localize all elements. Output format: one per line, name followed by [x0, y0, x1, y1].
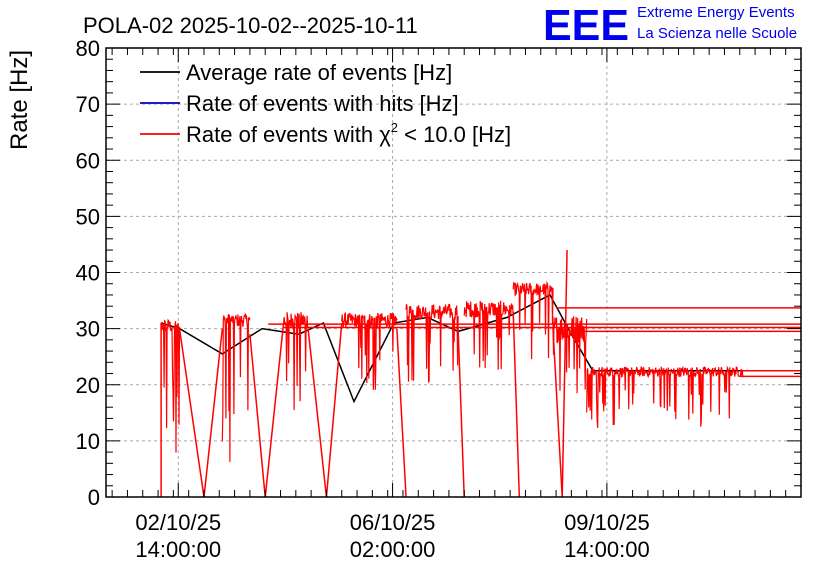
series-chi2-connector	[396, 328, 407, 498]
legend-entry: Rate of events with hits [Hz]	[186, 91, 459, 116]
series-chi2-segment	[160, 318, 181, 453]
series-chi2-connector	[561, 250, 568, 498]
series-chi2-segment	[463, 300, 514, 370]
y-tick-label: 40	[76, 261, 100, 286]
x-tick-label-date: 09/10/25	[564, 510, 650, 535]
series-chi2-segment	[552, 316, 588, 394]
chart-title: POLA-02 2025-10-02--2025-10-11	[83, 13, 418, 38]
series-chi2-connector	[249, 334, 266, 498]
series-chi2-connector	[264, 322, 285, 498]
x-tick-label-date: 02/10/25	[135, 510, 221, 535]
y-tick-label: 20	[76, 373, 100, 398]
y-tick-label: 0	[88, 485, 100, 510]
y-tick-label: 50	[76, 204, 100, 229]
y-tick-label: 80	[76, 36, 100, 61]
series-chi2-segment	[221, 313, 251, 462]
series-chi2-segment	[512, 280, 554, 360]
y-tick-label: 10	[76, 429, 100, 454]
logo-line2: La Scienza nelle Scuole	[637, 25, 797, 42]
series-chi2-connector	[457, 328, 465, 498]
legend-entry: Average rate of events [Hz]	[186, 60, 452, 85]
series-chi2-connector	[325, 322, 343, 498]
legend-entry: Rate of events with χ2 < 10.0 [Hz]	[186, 120, 511, 147]
series-chi2-segment	[283, 312, 309, 411]
series-chi2-connector	[512, 311, 521, 498]
x-tick-label-time: 14:00:00	[135, 537, 221, 562]
x-tick-labels: 02/10/2514:00:0006/10/2502:00:0009/10/25…	[135, 510, 649, 562]
y-axis-label: Rate [Hz]	[6, 50, 33, 150]
series-chi2-connector	[203, 328, 224, 498]
series-chi2-connector	[178, 328, 205, 498]
y-tick-label: 30	[76, 317, 100, 342]
series-chi2-segment	[586, 365, 744, 428]
series-chi2-segment	[341, 311, 398, 390]
x-tick-label-date: 06/10/25	[350, 510, 436, 535]
x-tick-label-time: 14:00:00	[564, 537, 650, 562]
logo-line1: Extreme Energy Events	[637, 4, 795, 21]
y-tick-label: 60	[76, 148, 100, 173]
series-chi2-connector	[307, 328, 328, 498]
logo-letters: EEE	[543, 1, 629, 50]
y-tick-label: 70	[76, 92, 100, 117]
axes	[105, 47, 802, 498]
series-chi2-segment	[405, 303, 459, 383]
legend: Average rate of events [Hz] Rate of event…	[140, 60, 511, 147]
plot-frame	[105, 47, 802, 498]
x-tick-label-time: 02:00:00	[350, 537, 436, 562]
y-tick-labels: 0 10 20 30 40 50 60 70 80	[76, 36, 100, 510]
plot-area	[160, 250, 801, 498]
series-chi2-connector	[552, 328, 563, 498]
